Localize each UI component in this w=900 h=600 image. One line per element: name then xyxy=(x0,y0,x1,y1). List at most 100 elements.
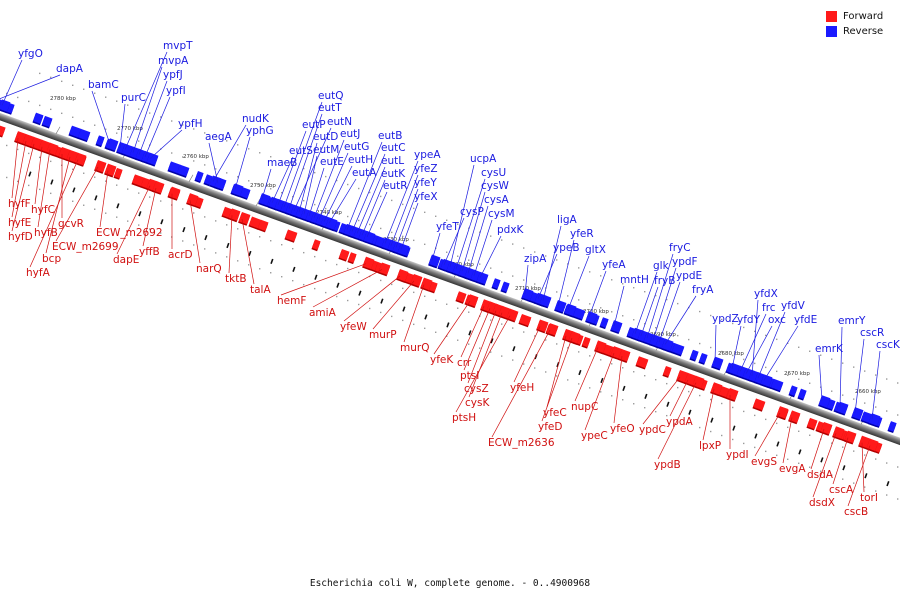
track-mark xyxy=(336,282,340,288)
track-dot xyxy=(633,287,635,289)
reverse-gene-block xyxy=(167,161,181,174)
gene-label-yfgo: yfgO xyxy=(18,48,43,60)
track-mark xyxy=(512,346,516,352)
track-dot xyxy=(644,291,646,293)
track-dot xyxy=(237,144,239,146)
leader-cysp xyxy=(443,217,465,265)
leader-dsdx xyxy=(812,433,837,498)
forward-gene-block xyxy=(311,239,321,250)
track-dot xyxy=(446,303,448,305)
leader-eutc xyxy=(351,153,386,232)
track-dot xyxy=(237,176,239,178)
track-dot xyxy=(303,283,305,286)
gene-label-yfeo: yfeO xyxy=(610,423,635,435)
reverse-gene-eutr xyxy=(363,231,376,244)
leader-nupc xyxy=(574,347,599,402)
reverse-gene-block xyxy=(176,164,190,177)
track-dot xyxy=(556,259,558,261)
track-dot xyxy=(72,200,74,202)
forward-gene-yfeh xyxy=(536,319,549,332)
track-dot xyxy=(611,363,613,365)
legend: Forward Reverse xyxy=(826,9,888,39)
track-dot xyxy=(347,299,349,302)
reverse-gene-pdxk xyxy=(476,271,489,285)
leader-emrk xyxy=(818,354,823,402)
track-dot xyxy=(666,330,668,333)
track-dot xyxy=(864,454,866,456)
leader-cscr xyxy=(854,338,865,414)
track-dot xyxy=(754,362,756,365)
track-dot xyxy=(292,163,294,166)
gene-label-eutg: eutG xyxy=(344,141,369,153)
track-dot xyxy=(820,386,822,388)
track-dot xyxy=(501,323,503,325)
scale-tick-label: 2720 kbp xyxy=(448,262,474,268)
track-dot xyxy=(754,414,756,417)
gene-label-yfek: yfeK xyxy=(430,354,454,366)
forward-gene-hyfa xyxy=(74,152,87,166)
track-dot xyxy=(743,442,745,445)
track-dot xyxy=(105,212,107,214)
reverse-gene-bamc xyxy=(106,138,119,151)
track-dot xyxy=(468,311,470,313)
gene-label-yfdx: yfdX xyxy=(754,288,778,300)
track-dot xyxy=(50,192,52,195)
leader-ecw-m2636 xyxy=(491,329,551,438)
gene-label-yfez: yfeZ xyxy=(414,163,438,175)
track-dot xyxy=(204,132,206,134)
track-dot xyxy=(644,375,646,377)
reverse-gene-cscr xyxy=(851,407,864,420)
track-dot xyxy=(336,263,338,266)
track-dot xyxy=(875,458,877,460)
gene-label-gltx: gltX xyxy=(585,244,606,256)
gene-label-ypda: ypdA xyxy=(666,416,694,428)
track-dot xyxy=(413,207,415,210)
track-dot xyxy=(721,402,723,405)
leader-ypea xyxy=(384,160,419,244)
leader-eutk xyxy=(361,179,386,236)
track-dot xyxy=(424,295,426,298)
track-dot xyxy=(358,187,360,190)
track-dot xyxy=(743,358,745,361)
gene-label-ucpa: ucpA xyxy=(470,153,497,165)
track-dot xyxy=(721,350,723,353)
leader-nudk xyxy=(212,124,247,182)
leader-aega xyxy=(208,142,219,184)
forward-gene-cscb xyxy=(866,438,879,452)
track-dot xyxy=(446,335,448,337)
scale-tick-label: 2680 kbp xyxy=(718,351,744,357)
forward-gene-block xyxy=(338,249,350,261)
track-dot xyxy=(523,247,525,249)
gene-label-ypeb: ypeB xyxy=(553,242,580,254)
genome-backbone xyxy=(0,109,900,449)
track-dot xyxy=(358,303,360,306)
track-dot xyxy=(457,255,459,257)
reverse-gene-csck xyxy=(868,413,881,426)
forward-gene-narq xyxy=(186,193,199,206)
track-dot xyxy=(369,223,371,226)
track-dot xyxy=(644,407,646,409)
track-mark xyxy=(754,433,758,439)
track-mark xyxy=(248,250,252,257)
track-dot xyxy=(83,120,85,122)
track-dot xyxy=(215,136,217,138)
track-dot xyxy=(105,96,107,98)
track-dot xyxy=(886,410,888,412)
track-dot xyxy=(226,172,228,174)
reverse-gene-yfgo xyxy=(0,99,11,112)
gene-label-ecw-m2699: ECW_m2699 xyxy=(52,241,119,253)
leader-eutt xyxy=(288,113,323,210)
leader-cysk xyxy=(468,312,503,398)
leader-eutp xyxy=(277,130,307,206)
gene-label-ypec: ypeC xyxy=(581,430,608,442)
leader-gltx xyxy=(567,255,590,310)
gene-label-ptsh: ptsH xyxy=(452,412,476,424)
genome-caption: Escherichia coli W, complete genome. - 0… xyxy=(309,578,591,589)
forward-gene-block xyxy=(0,125,6,137)
track-dot xyxy=(545,255,547,257)
leader-eutl xyxy=(356,166,386,234)
track-dot xyxy=(138,140,140,142)
track-mark xyxy=(732,425,736,431)
track-dot xyxy=(237,228,239,230)
gene-label-eutk: eutK xyxy=(381,168,406,180)
